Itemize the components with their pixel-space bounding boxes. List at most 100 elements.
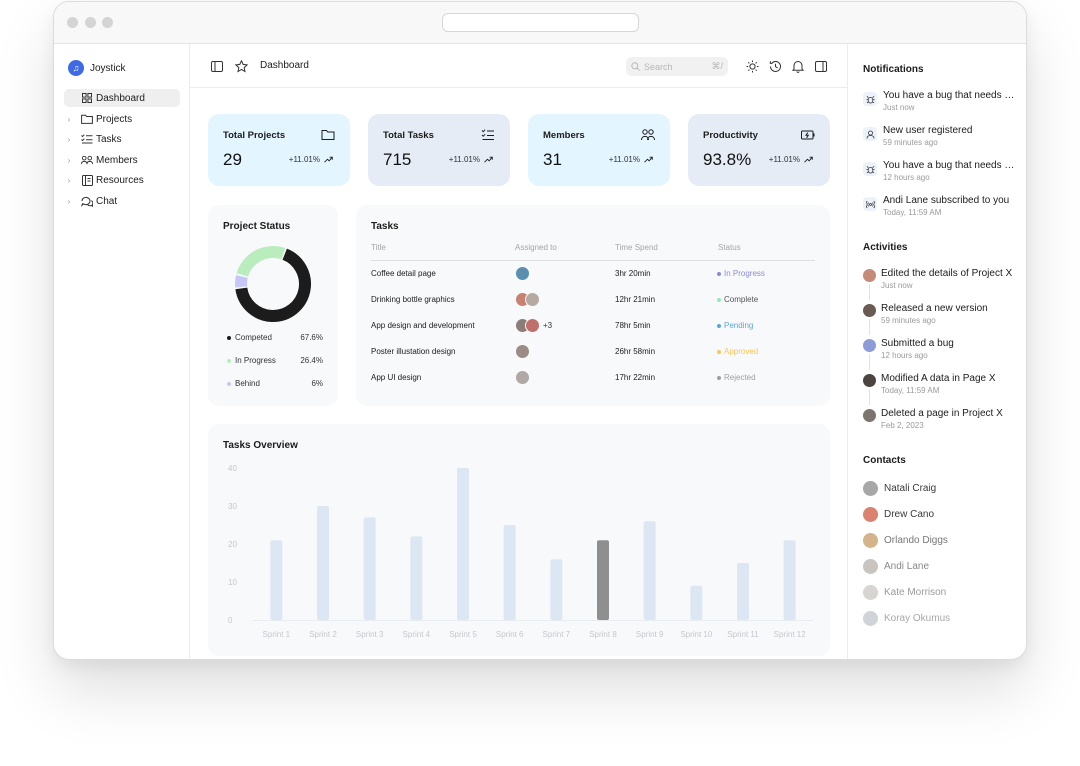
legend-label: Competed [235, 333, 272, 342]
stat-card-total-projects[interactable]: Total Projects 29 +11.01% [208, 114, 350, 186]
chart-bar[interactable] [643, 521, 656, 620]
avatar[interactable] [515, 370, 530, 385]
chevron-right-icon[interactable]: › [67, 114, 71, 124]
right-panel-toggle-icon[interactable] [814, 59, 828, 73]
breadcrumb[interactable]: Dashboard [260, 60, 309, 71]
sidebar-item-tasks[interactable]: › Tasks [64, 130, 180, 148]
table-row[interactable]: App design and development +3 78hr 5min … [356, 315, 830, 337]
avatar [863, 558, 878, 574]
brand[interactable]: ♫ Joystick [68, 59, 126, 77]
contact-item[interactable]: Natali Craig [863, 480, 936, 496]
app-window: ♫ Joystick Dashboard › Projects › Tasks … [53, 1, 1027, 660]
notification-text: You have a bug that needs to be fixed [883, 160, 1015, 171]
chart-bar[interactable] [363, 517, 376, 620]
contacts-title: Contacts [863, 455, 906, 466]
broadcast-icon [863, 197, 877, 211]
chart-bar[interactable] [737, 563, 749, 620]
chevron-right-icon[interactable]: › [67, 196, 71, 206]
chart-bar[interactable] [503, 525, 516, 620]
activity-time: 59 minutes ago [881, 316, 936, 325]
chart-bar[interactable] [550, 559, 563, 620]
contact-name: Kate Morrison [884, 586, 947, 598]
stat-card-total-tasks[interactable]: Total Tasks 715 +11.01% [368, 114, 510, 186]
tasks-overview-card: Tasks Overview 40 30 20 10 0 Sprint 1 Sprint 2… [208, 424, 830, 656]
stat-change-text: +11.01% [608, 155, 640, 164]
table-row[interactable]: Coffee detail page 3hr 20min In Progress [356, 263, 830, 285]
avatar[interactable] [515, 344, 530, 359]
donut-slice-behind[interactable] [235, 275, 248, 288]
search-placeholder: Search [644, 61, 673, 72]
legend-label: In Progress [235, 356, 276, 365]
table-row[interactable]: Drinking bottle graphics 12hr 21min Comp… [356, 289, 830, 311]
minimize-window-button[interactable] [85, 17, 96, 28]
close-window-button[interactable] [67, 17, 78, 28]
status-text: In Progress [724, 269, 765, 278]
activity-item[interactable]: Released a new version 59 minutes ago [863, 303, 1023, 329]
sidebar-item-projects[interactable]: › Projects [64, 110, 180, 128]
stat-label: Total Projects [223, 130, 286, 141]
donut-slice-in-progress[interactable] [236, 246, 286, 278]
column-header-title[interactable]: Title [371, 243, 386, 252]
avatar[interactable] [525, 292, 540, 307]
status-badge: Complete [717, 295, 758, 304]
chevron-right-icon[interactable]: › [67, 134, 71, 144]
star-icon[interactable] [234, 59, 248, 73]
table-row[interactable]: App UI design 17hr 22min Rejected [356, 367, 830, 389]
status-badge: Approved [717, 347, 758, 356]
activity-item[interactable]: Modified A data in Page X Today, 11:59 A… [863, 373, 1023, 399]
stat-card-members[interactable]: Members 31 +11.01% [528, 114, 670, 186]
maximize-window-button[interactable] [102, 17, 113, 28]
bell-icon[interactable] [791, 59, 805, 73]
avatar[interactable] [525, 318, 540, 333]
activity-item[interactable]: Submitted a bug 12 hours ago [863, 338, 1023, 364]
notification-item[interactable]: You have a bug that needs to be fixed Ju… [863, 90, 1015, 116]
contact-item[interactable]: Drew Cano [863, 506, 934, 522]
contact-item[interactable]: Andi Lane [863, 558, 929, 574]
sun-icon[interactable] [745, 59, 759, 73]
column-header-assigned[interactable]: Assigned to [515, 243, 557, 252]
notification-item[interactable]: New user registered 59 minutes ago [863, 125, 1015, 151]
stat-card-productivity[interactable]: Productivity 93.8% +11.01% [688, 114, 830, 186]
chart-bar[interactable] [410, 536, 423, 620]
chart-bar[interactable] [690, 585, 703, 620]
table-row[interactable]: Poster illustation design 26hr 58min App… [356, 341, 830, 363]
bug-icon [863, 92, 877, 106]
notification-item[interactable]: Andi Lane subscribed to you Today, 11:59… [863, 195, 1015, 221]
sidebar-item-resources[interactable]: › Resources [64, 171, 180, 189]
users-icon [81, 154, 93, 166]
chart-bar[interactable] [783, 540, 796, 620]
sidebar-item-dashboard[interactable]: Dashboard [64, 89, 180, 107]
contact-item[interactable]: Koray Okumus [863, 610, 950, 626]
activity-item[interactable]: Deleted a page in Project X Feb 2, 2023 [863, 408, 1023, 434]
notification-item[interactable]: You have a bug that needs to be fixed 12… [863, 160, 1015, 186]
contact-item[interactable]: Kate Morrison [863, 584, 946, 600]
contact-name: Drew Cano [884, 508, 935, 520]
avatar[interactable] [515, 266, 530, 281]
top-bar: Dashboard Search ⌘/ [190, 44, 847, 88]
history-icon[interactable] [768, 59, 782, 73]
status-text: Rejected [724, 373, 756, 382]
chart-bar[interactable] [597, 540, 609, 620]
legend-label: Behind [235, 379, 260, 388]
chart-bar[interactable] [317, 506, 329, 620]
search-input[interactable]: Search ⌘/ [626, 57, 728, 76]
sidebar-toggle-icon[interactable] [210, 59, 224, 73]
y-tick-label: 20 [228, 540, 237, 549]
chevron-right-icon[interactable]: › [67, 155, 71, 165]
sidebar-item-chat[interactable]: › Chat [64, 192, 180, 210]
bug-icon [863, 162, 877, 176]
x-tick-label: Sprint 6 [496, 630, 524, 639]
donut-slice-competed[interactable] [235, 248, 311, 322]
activity-item[interactable]: Edited the details of Project X Just now [863, 268, 1023, 294]
address-bar[interactable] [442, 13, 639, 32]
sidebar-item-label: Projects [96, 113, 133, 125]
sidebar-item-members[interactable]: › Members [64, 151, 180, 169]
x-tick-label: Sprint 7 [543, 630, 571, 639]
column-header-status[interactable]: Status [718, 243, 741, 252]
chart-bar[interactable] [270, 540, 283, 620]
chart-bar[interactable] [457, 468, 469, 620]
contact-item[interactable]: Orlando Diggs [863, 532, 948, 548]
column-header-time[interactable]: Time Spend [615, 243, 658, 252]
more-assignees-count[interactable]: +3 [543, 321, 553, 330]
chevron-right-icon[interactable]: › [67, 175, 71, 185]
